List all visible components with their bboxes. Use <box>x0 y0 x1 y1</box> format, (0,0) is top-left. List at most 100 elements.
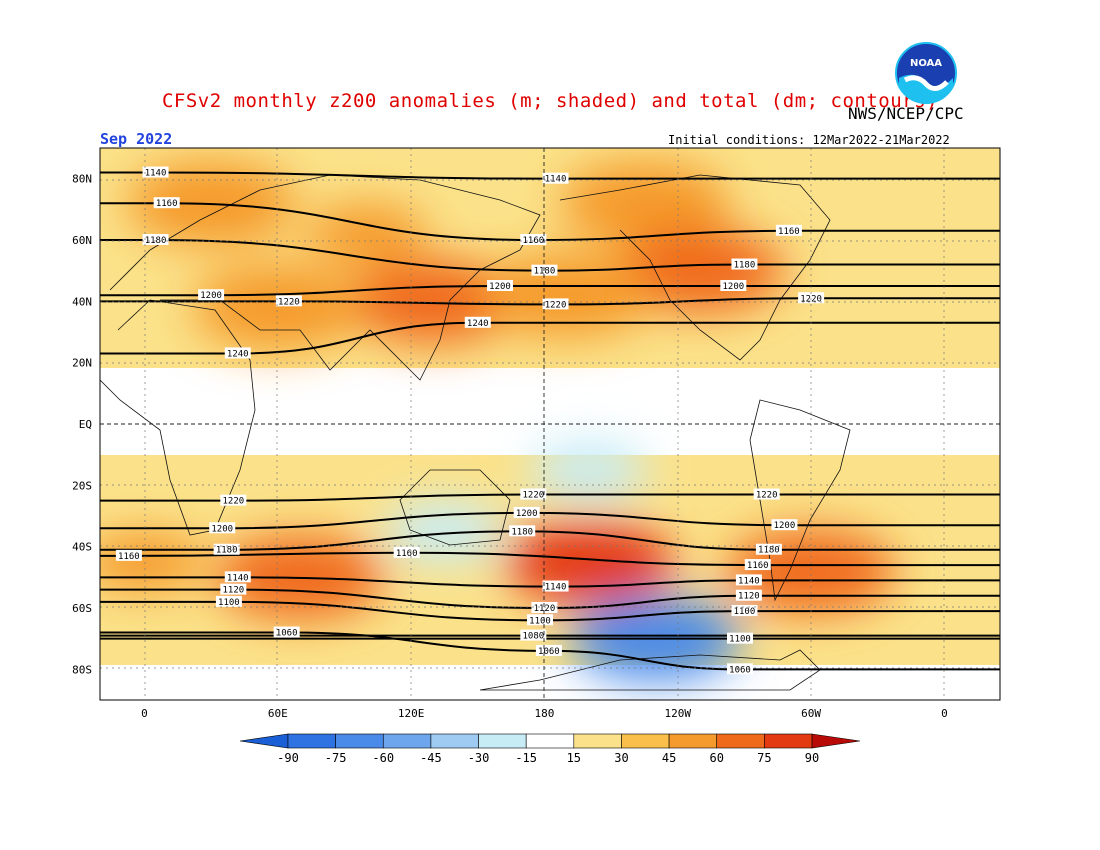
contour-label: 1180 <box>534 267 556 277</box>
contour-label-bg <box>755 543 782 555</box>
contour-label: 1240 <box>227 349 249 359</box>
colorbar-segment <box>764 733 813 749</box>
contour-label: 1080 <box>522 632 544 642</box>
contour-label-bg <box>542 580 569 592</box>
contour-label: 1180 <box>734 261 756 271</box>
anomaly-region-3 <box>615 228 785 313</box>
lat-label: 60N <box>72 234 92 247</box>
contour-label-bg <box>753 488 780 500</box>
contour-label-bg <box>509 525 536 537</box>
colorbar-tick-label: -90 <box>277 751 299 765</box>
colorbar-tick-label: -30 <box>468 751 490 765</box>
colorbar-segment <box>430 733 479 749</box>
contour-label-bg <box>520 488 547 500</box>
chart-title: CFSv2 monthly z200 anomalies (m; shaded)… <box>161 90 939 112</box>
anomaly-region-5 <box>192 265 363 350</box>
contour-label-bg <box>220 583 247 595</box>
contour-label: 1140 <box>145 169 167 179</box>
contour-label: 1140 <box>227 573 249 583</box>
lat-label: 60S <box>72 602 92 615</box>
anomaly-region-12 <box>528 440 649 500</box>
contour-label: 1220 <box>522 491 544 501</box>
contour-label-bg <box>115 549 142 561</box>
contour-label-bg <box>731 605 758 617</box>
colorbar-tick-label: 45 <box>662 751 676 765</box>
colorbar-tick-label: 30 <box>614 751 628 765</box>
contour-label-bg <box>224 571 251 583</box>
coastline-antarctica <box>479 649 821 691</box>
longitude-labels: 0 60E 120E 180 120W 60W 0 <box>141 707 948 720</box>
lat-label: 20S <box>72 479 92 492</box>
contour-label: 1180 <box>758 546 780 556</box>
anomaly-region-6 <box>481 253 652 338</box>
contour-label-bg <box>542 172 569 184</box>
contour-label-bg <box>464 316 491 328</box>
colorbar-tick-label: -45 <box>420 751 442 765</box>
contour-label: 1160 <box>156 199 178 209</box>
latitude-labels: 80N 60N 40N 20N EQ 20S 40S 60S 80S <box>72 173 92 677</box>
contour-label: 1220 <box>545 300 567 310</box>
contour-label: 1120 <box>222 586 244 596</box>
contour-label-bg <box>213 543 240 555</box>
colorbar-segment <box>287 733 336 749</box>
noaa-logo-text: NOAA <box>910 58 942 69</box>
contour-label-bg <box>535 644 562 656</box>
agency-label: NWS/NCEP/CPC <box>848 104 964 123</box>
contour-label-bg <box>727 663 753 675</box>
contour-label-bg <box>527 614 553 626</box>
noaa-logo: NOAA <box>895 42 957 104</box>
coastline-eurasia <box>109 174 541 381</box>
coastline-north-america <box>559 174 831 361</box>
contour-label-bg <box>798 292 825 304</box>
contour-label: 1180 <box>216 546 238 556</box>
contour-label-bg <box>531 602 558 613</box>
colorbar-segment <box>621 733 670 749</box>
contour-label: 1200 <box>516 509 538 519</box>
contour-label: 1160 <box>747 561 769 571</box>
contour-label: 1220 <box>278 297 300 307</box>
coastline-south-america <box>749 399 851 602</box>
anomaly-shading <box>100 161 897 681</box>
lon-label: 60E <box>268 707 288 720</box>
contour-label-bg <box>744 559 771 571</box>
contour-label-bg <box>273 626 300 638</box>
map-frame <box>99 147 1001 701</box>
lat-label: 80N <box>72 173 92 186</box>
contour-label: 1200 <box>722 282 744 292</box>
lon-label: 0 <box>141 707 148 720</box>
contour-label: 1140 <box>738 576 760 586</box>
contour-label: 1060 <box>276 629 298 639</box>
contour-label-bg <box>275 295 302 307</box>
contour-label-bg <box>209 522 236 534</box>
contour-label: 1100 <box>729 635 751 645</box>
contour-label: 1200 <box>211 524 233 534</box>
colorbar-segment <box>716 733 765 749</box>
contour-label-bg <box>775 224 802 236</box>
contour-label: 1200 <box>200 291 222 301</box>
contour-label: 1120 <box>738 592 760 602</box>
contour-label-bg <box>771 519 798 531</box>
contour-label-bg <box>731 258 758 270</box>
colorbar-tick-label: 90 <box>805 751 819 765</box>
contour-label-bg <box>542 298 569 310</box>
anomaly-region-10 <box>100 532 205 592</box>
colorbar-tick-label: 75 <box>757 751 771 765</box>
contour-label: 1240 <box>467 319 489 329</box>
anomaly-region-2 <box>559 161 730 246</box>
contour-label: 1220 <box>756 491 778 501</box>
contour-label-bg <box>735 574 762 586</box>
lat-label: 40S <box>72 541 92 554</box>
contour-label: 1120 <box>534 604 556 614</box>
contour-label-bg <box>513 506 540 518</box>
contour-label: 1140 <box>545 583 567 593</box>
colorbar-tick-label: -75 <box>325 751 347 765</box>
contour-label-bg <box>142 166 169 178</box>
contour-label: 1100 <box>218 598 240 608</box>
colorbar-segment <box>668 733 718 749</box>
colorbar-arrow-high <box>811 733 861 749</box>
contour-labels: 1140 1140 1160 1160 1160 1180 1180 1180 1200 1200… <box>115 166 825 675</box>
colorbar-segment <box>478 733 527 749</box>
lat-label: 40N <box>72 295 92 308</box>
colorbar-segment <box>573 733 622 749</box>
anomaly-region-1 <box>306 203 427 264</box>
